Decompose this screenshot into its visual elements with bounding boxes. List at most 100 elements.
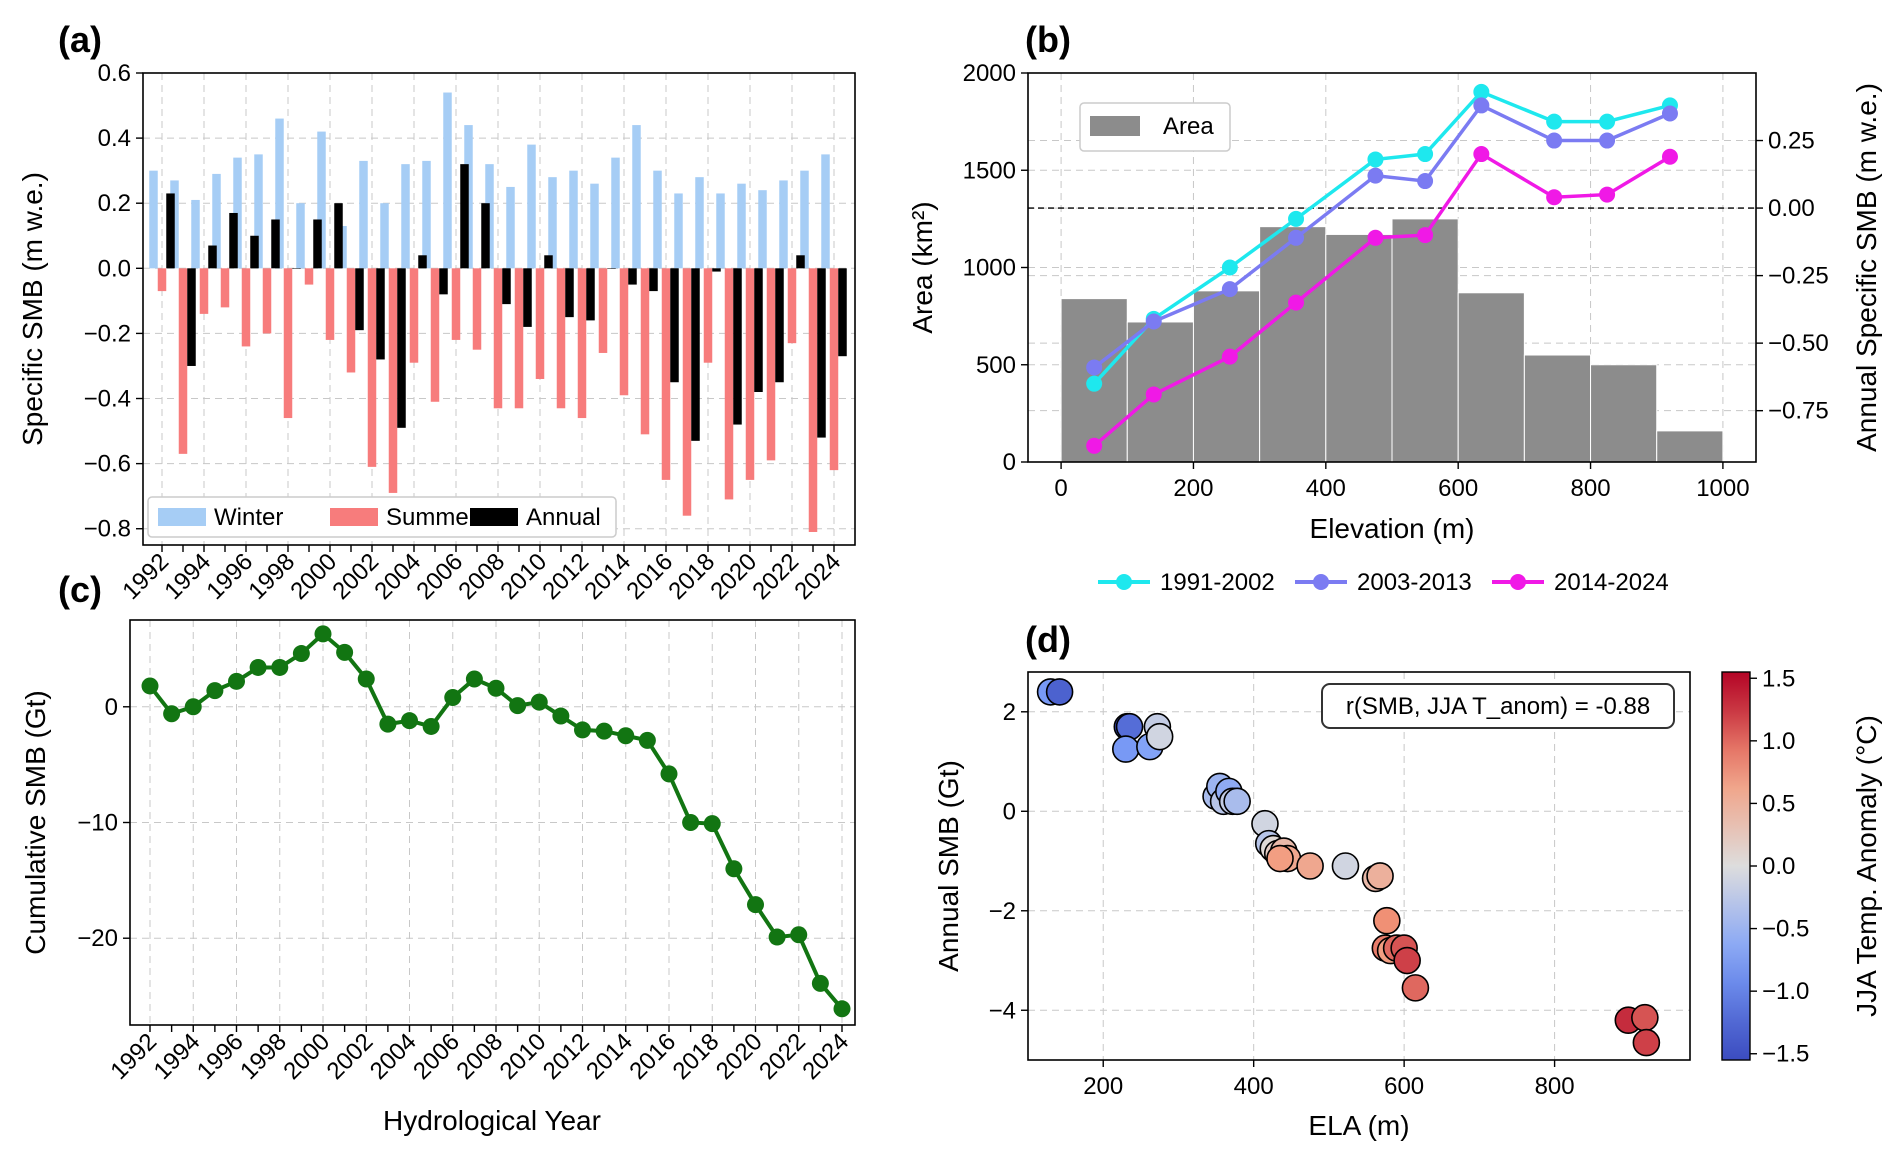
- y-axis-label: Annual SMB (Gt): [933, 760, 964, 972]
- x-tick-label: 2002: [322, 1028, 379, 1085]
- bar-winter: [590, 183, 599, 269]
- bar-summer: [808, 268, 818, 532]
- bar-summer: [388, 268, 398, 493]
- bar-winter: [422, 160, 431, 269]
- bar-summer: [619, 268, 629, 396]
- x-tick-label: 2000: [285, 548, 342, 605]
- area-bar: [1192, 290, 1261, 463]
- cumulative-point: [768, 928, 786, 946]
- x-tick-label: 2010: [495, 548, 552, 605]
- cumulative-point: [336, 643, 354, 661]
- y-tick-label: 1000: [963, 255, 1016, 282]
- y-tick-label: 0.0: [98, 255, 131, 282]
- bar-winter: [674, 193, 683, 269]
- smb-point: [1599, 186, 1616, 203]
- x-tick-label: 1000: [1696, 475, 1749, 502]
- bar-winter: [737, 183, 746, 269]
- cumulative-point: [465, 670, 483, 688]
- smb-point: [1221, 348, 1238, 365]
- bar-annual: [292, 268, 301, 269]
- x-tick-label: 2010: [495, 1028, 552, 1085]
- bar-annual: [460, 164, 469, 269]
- bar-winter: [548, 177, 557, 269]
- scatter-point: [1631, 1003, 1659, 1032]
- cumulative-point: [509, 697, 527, 715]
- scatter-point: [1111, 735, 1140, 763]
- cumulative-point: [401, 712, 418, 730]
- x-tick-label: 600: [1384, 1073, 1424, 1100]
- panel-label: (d): [1025, 619, 1071, 660]
- cumulative-point: [638, 731, 656, 749]
- colorbar: [1721, 671, 1751, 1061]
- bar-annual: [313, 219, 322, 269]
- scatter-point: [1401, 974, 1430, 1002]
- bar-summer: [199, 268, 209, 314]
- y-axis-label: Cumulative SMB (Gt): [20, 690, 51, 955]
- x-tick-label: 800: [1571, 475, 1611, 502]
- y2-axis-label: Annual Specific SMB (m w.e.): [1851, 83, 1882, 452]
- x-tick-label: 1996: [201, 548, 258, 605]
- cumulative-point: [184, 698, 202, 716]
- area-bar: [1259, 226, 1327, 463]
- bar-winter: [254, 154, 263, 269]
- bar-annual: [355, 268, 364, 331]
- bar-annual: [502, 268, 511, 305]
- bar-winter: [779, 180, 788, 269]
- x-tick-label: 2018: [668, 1028, 725, 1085]
- x-axis-label: Elevation (m): [1310, 513, 1475, 544]
- legend-marker: [1116, 574, 1132, 590]
- legend-swatch: [1090, 116, 1140, 136]
- bar-winter: [443, 92, 452, 269]
- cumulative-point: [314, 625, 332, 643]
- cumulative-point: [811, 974, 829, 992]
- annotation-box: [1321, 683, 1675, 729]
- bar-summer: [745, 268, 755, 480]
- bar-annual: [817, 268, 826, 438]
- bar-annual: [397, 268, 406, 428]
- y2-tick-label: −0.75: [1768, 398, 1829, 425]
- smb-point: [1661, 105, 1678, 122]
- smb-point: [1367, 229, 1384, 246]
- cumulative-point: [574, 721, 591, 739]
- x-tick-label: 1998: [235, 1028, 292, 1085]
- y2-tick-label: −0.50: [1768, 330, 1829, 357]
- bar-annual: [754, 268, 763, 393]
- cumulative-point: [790, 926, 808, 944]
- x-tick-label: 2024: [797, 1028, 854, 1085]
- y-tick-label: 0: [105, 694, 118, 721]
- x-tick-label: 800: [1535, 1073, 1575, 1100]
- bar-winter: [716, 193, 725, 269]
- smb-point: [1546, 132, 1563, 149]
- x-tick-label: 2016: [621, 548, 678, 605]
- legend-swatch: [158, 508, 206, 526]
- smb-point: [1221, 259, 1238, 276]
- bar-winter: [821, 154, 830, 269]
- bar-summer: [535, 268, 545, 379]
- smb-line: [1093, 103, 1671, 369]
- x-tick-label: 2006: [408, 1028, 465, 1085]
- bar-annual: [250, 235, 259, 269]
- y-axis-label: Area (km²): [907, 201, 938, 333]
- legend-label: Summer: [386, 504, 477, 531]
- bar-annual: [523, 268, 532, 327]
- bar-summer: [430, 268, 440, 402]
- y-axis-label: Specific SMB (m w.e.): [17, 172, 48, 446]
- bar-annual: [775, 268, 784, 383]
- bar-annual: [670, 268, 679, 383]
- x-tick-label: 2014: [581, 1028, 638, 1085]
- scatter-point: [1393, 946, 1421, 975]
- x-tick-label: 1992: [117, 548, 174, 605]
- bar-summer: [241, 268, 251, 347]
- bar-annual: [796, 255, 805, 269]
- smb-point: [1145, 386, 1162, 403]
- bar-annual: [586, 268, 595, 321]
- cumulative-point: [725, 860, 743, 878]
- scatter-point: [1115, 712, 1144, 741]
- x-tick-label: 200: [1083, 1073, 1123, 1100]
- x-tick-label: 2000: [278, 1028, 335, 1085]
- cumulative-point: [682, 814, 700, 831]
- bar-annual: [166, 193, 175, 269]
- bar-winter: [191, 199, 200, 269]
- cumulative-point: [660, 765, 678, 783]
- bar-annual: [628, 268, 637, 285]
